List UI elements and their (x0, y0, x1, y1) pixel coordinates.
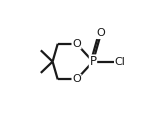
Text: O: O (72, 39, 81, 49)
Text: O: O (97, 28, 105, 38)
Text: O: O (72, 74, 81, 84)
Text: P: P (90, 55, 96, 68)
Text: Cl: Cl (115, 57, 125, 67)
